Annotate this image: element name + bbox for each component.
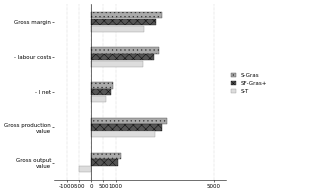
Bar	[91, 124, 162, 130]
Bar	[91, 131, 155, 137]
Bar	[91, 153, 121, 159]
Bar	[91, 82, 113, 89]
Bar	[91, 118, 167, 124]
Bar	[91, 61, 143, 67]
Bar	[91, 12, 162, 19]
Bar	[91, 19, 156, 25]
Bar	[79, 166, 91, 172]
Bar	[91, 89, 111, 95]
Bar	[91, 54, 154, 60]
Bar	[91, 159, 118, 166]
Bar	[91, 25, 144, 32]
Bar	[91, 47, 159, 54]
Bar	[91, 96, 106, 102]
Legend: S-Gras, SF-Gras+, S-T: S-Gras, SF-Gras+, S-T	[231, 73, 267, 94]
